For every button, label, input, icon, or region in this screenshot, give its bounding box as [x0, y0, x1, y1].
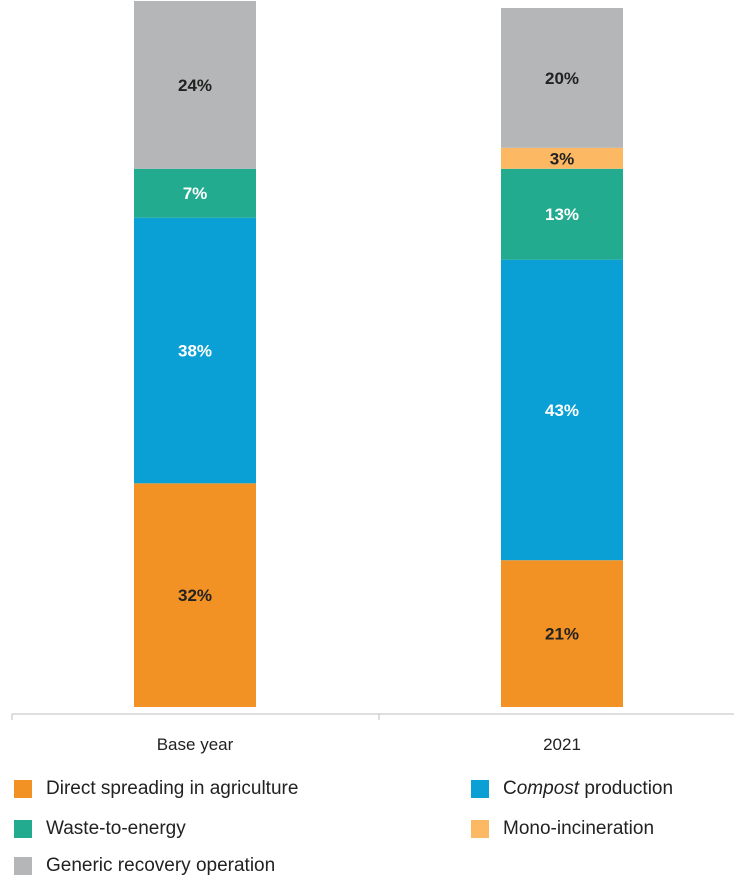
bar-segment [501, 259, 623, 561]
legend-item-generic-recovery: Generic recovery operation [14, 855, 275, 877]
legend-swatch [14, 857, 32, 875]
data-label: 13% [545, 205, 579, 224]
legend-item-direct-spreading: Direct spreading in agriculture [14, 778, 298, 800]
legend-item-mono-incineration: Mono-incineration [471, 818, 654, 840]
legend-label-italic: ompost [516, 778, 580, 799]
bar-segment [501, 168, 623, 260]
bar-segment [501, 147, 623, 169]
bar-segment [501, 560, 623, 707]
category-label: Base year [157, 735, 234, 754]
legend-label-pre: C [503, 778, 517, 799]
data-label: 32% [178, 586, 212, 605]
data-label: 43% [545, 401, 579, 420]
legend-swatch [14, 820, 32, 838]
bar-segment [134, 168, 256, 218]
legend-swatch [471, 780, 489, 798]
legend-item-compost-production: Compost production [471, 778, 673, 800]
bar-segment [134, 1, 256, 169]
legend-swatch [471, 820, 489, 838]
legend: Direct spreading in agriculture Compost … [0, 772, 734, 876]
category-label: 2021 [543, 735, 581, 754]
data-label: 24% [178, 76, 212, 95]
data-label: 38% [178, 342, 212, 361]
segment-labels: 32% 38% 7% 24% 21% 43% 13% 3% 20% [178, 69, 579, 644]
bar-segment [134, 483, 256, 707]
legend-label: Waste-to-energy [46, 818, 186, 839]
data-label: 7% [183, 184, 208, 203]
legend-label-post: production [579, 778, 674, 799]
bar-segment [134, 217, 256, 484]
stacked-bar-chart: 32% 38% 7% 24% 21% 43% 13% 3% 20% Base year 2021 [11, 1, 734, 754]
legend-swatch [14, 780, 32, 798]
bar-segments [134, 1, 623, 707]
data-label: 3% [550, 149, 575, 168]
data-label: 21% [545, 625, 579, 644]
legend-label: Direct spreading in agriculture [46, 778, 299, 799]
x-axis: Base year 2021 [11, 713, 734, 754]
legend-label: Generic recovery operation [46, 855, 276, 876]
legend-label: Mono-incineration [503, 818, 655, 839]
data-label: 20% [545, 69, 579, 88]
legend-item-waste-to-energy: Waste-to-energy [14, 818, 186, 840]
bar-segment [501, 8, 623, 148]
